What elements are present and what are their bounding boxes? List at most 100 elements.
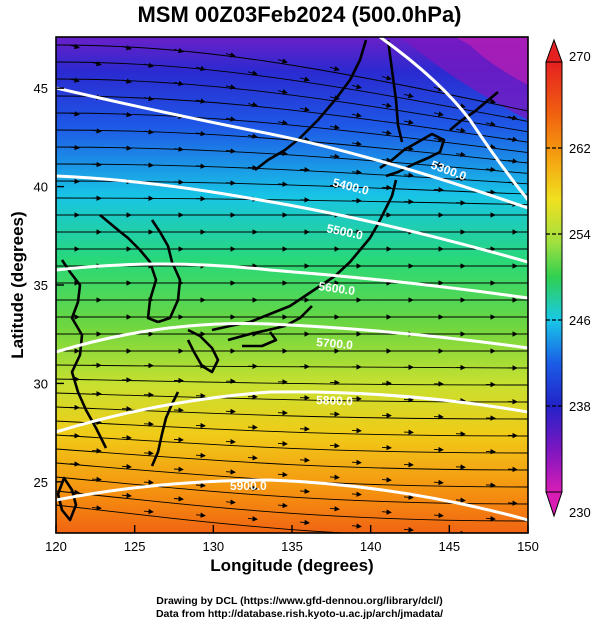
wind-arrow <box>507 158 518 164</box>
streamline <box>56 146 528 174</box>
x-tick-label: 130 <box>202 539 224 554</box>
wind-arrow <box>277 502 288 509</box>
contour-5700 <box>56 322 528 354</box>
wind-arrow <box>69 111 80 117</box>
wind-arrow <box>225 84 236 90</box>
wind-arrow <box>143 479 154 486</box>
wind-arrow <box>225 180 236 186</box>
contour-label-5600: 5600.0 <box>318 279 357 298</box>
wind-arrow <box>143 95 154 102</box>
colorbar-bar <box>545 61 563 493</box>
wind-arrow <box>329 153 340 160</box>
wind-arrow <box>403 494 414 500</box>
wind-arrow <box>247 516 258 522</box>
streamline <box>56 378 528 386</box>
wind-arrow <box>225 499 236 505</box>
wind-arrow <box>507 500 518 506</box>
wind-arrow <box>351 169 362 175</box>
wind-arrow <box>351 491 362 497</box>
x-tick-label: 140 <box>360 539 382 554</box>
wind-arrow <box>247 101 258 108</box>
wind-arrow <box>247 133 258 139</box>
wind-arrow <box>277 471 288 478</box>
streamline <box>56 490 528 522</box>
map-plot-area: 5300.0 5400.0 5500.0 5600.0 5700.0 5800.… <box>56 37 528 533</box>
wind-arrow <box>381 75 392 81</box>
wind-arrow <box>91 505 102 511</box>
wind-arrow <box>91 476 102 483</box>
contour-5400 <box>56 86 528 210</box>
wind-arrow <box>69 77 80 83</box>
wind-arrow <box>351 523 362 529</box>
wind-arrow <box>455 175 466 182</box>
wind-arrow <box>403 92 414 99</box>
wind-arrow <box>195 163 206 169</box>
wind-arrow <box>277 89 288 95</box>
contour-label-5700: 5700.0 <box>316 335 354 352</box>
wind-arrow <box>195 130 206 137</box>
wind-arrow <box>173 80 184 87</box>
wind-arrow <box>299 166 310 173</box>
wind-arrow <box>455 151 466 158</box>
wind-arrow <box>91 60 102 67</box>
x-tick-label: 135 <box>281 539 303 554</box>
colorbar-tick-label: 270 <box>569 49 591 64</box>
wind-arrow <box>351 112 362 118</box>
colorbar: 270 262 254 246 238 230 <box>545 38 591 520</box>
wind-arrow <box>225 469 236 475</box>
contour-5800 <box>56 390 528 434</box>
streamline <box>56 129 528 164</box>
wind-arrow <box>329 124 340 130</box>
streamline <box>56 420 528 437</box>
wind-arrow <box>485 516 496 522</box>
wind-arrow <box>121 463 132 470</box>
credit-data: Data from http://database.rish.kyoto-u.a… <box>155 608 444 620</box>
wind-arrow <box>195 452 206 459</box>
wind-arrow <box>277 58 288 64</box>
wind-arrow <box>195 98 206 104</box>
wind-arrow <box>507 136 518 142</box>
wind-arrow <box>299 457 310 463</box>
wind-arrow <box>247 485 258 492</box>
wind-arrow <box>329 183 340 189</box>
wind-arrow <box>299 106 310 112</box>
wind-arrow <box>351 459 362 466</box>
streamline <box>56 61 528 122</box>
streamline <box>56 476 528 505</box>
x-axis: 120 125 130 135 140 145 150 <box>45 525 539 554</box>
wind-arrow <box>299 488 310 494</box>
wind-arrow <box>143 450 154 456</box>
y-tick-label: 30 <box>34 376 48 391</box>
credit-drawing: Drawing by DCL (https://www.gfd-dennou.o… <box>156 595 443 607</box>
x-tick-label: 150 <box>517 539 539 554</box>
wind-arrow <box>381 509 392 515</box>
wind-arrow <box>351 140 362 147</box>
wind-arrow <box>91 161 102 168</box>
contour-5600 <box>56 262 528 300</box>
wind-arrow <box>225 148 236 154</box>
wind-arrow <box>381 130 392 136</box>
wind-arrow <box>173 47 184 54</box>
wind-arrow <box>433 161 444 168</box>
wind-arrow <box>195 65 206 72</box>
streamline <box>56 95 528 143</box>
wind-arrow <box>121 111 132 118</box>
y-tick-label: 25 <box>34 475 48 490</box>
wind-arrow <box>121 492 132 499</box>
wind-arrow <box>507 466 518 473</box>
y-tick-label: 40 <box>34 180 48 195</box>
wind-arrow <box>195 512 206 518</box>
wind-arrow <box>173 146 184 152</box>
wind-arrow <box>173 179 184 185</box>
colorbar-tick-label: 262 <box>569 141 591 156</box>
wind-arrow <box>381 477 392 483</box>
wind-arrow <box>69 461 80 467</box>
x-tick-label: 120 <box>45 539 67 554</box>
wind-arrow <box>173 496 184 502</box>
wind-arrow <box>299 519 310 526</box>
wind-arrow <box>143 162 154 168</box>
wind-arrow <box>403 527 414 533</box>
chart-title: MSM 00Z03Feb2024 (500.0hPa) <box>137 2 462 27</box>
wind-arrow <box>69 178 80 184</box>
